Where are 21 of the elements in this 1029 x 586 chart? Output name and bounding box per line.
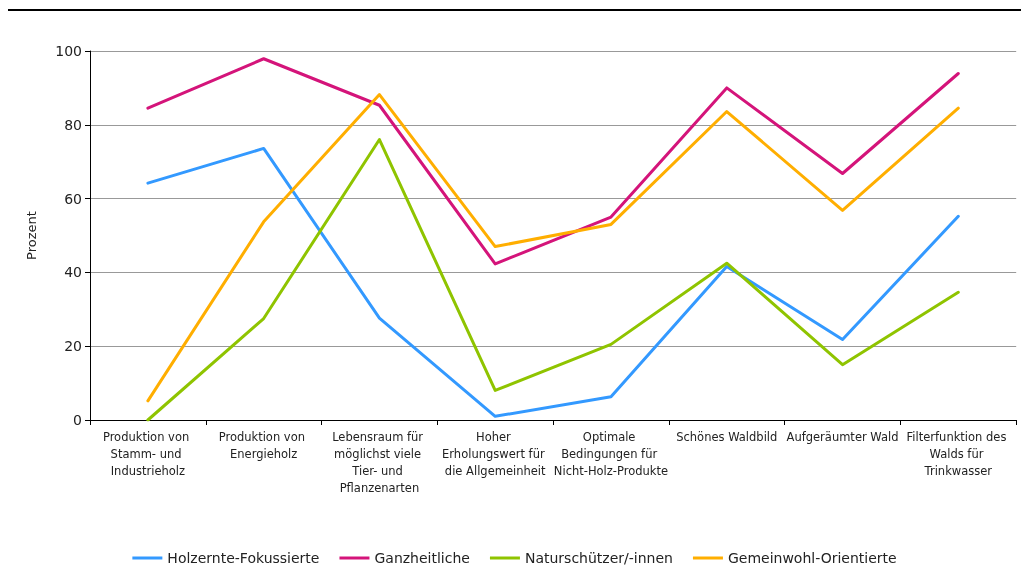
x-tick-label: Aufgeräumter Wald xyxy=(786,429,899,444)
legend-label: Ganzheitliche xyxy=(374,550,470,566)
y-axis-title: Prozent xyxy=(24,211,39,260)
x-tick-label: Optimale Bedingungen für Nicht-Holz-Produkte xyxy=(553,429,669,478)
x-tick-label: Produktion von Stamm- und Industrieholz xyxy=(102,429,193,478)
y-tick-label: 40 xyxy=(64,264,82,281)
y-tick-label: 100 xyxy=(55,43,82,59)
line-series xyxy=(146,57,960,266)
y-tick-label: 60 xyxy=(64,190,82,207)
line-series xyxy=(146,93,960,403)
y-tick-label: 80 xyxy=(64,116,82,133)
legend-label: Naturschützer/-innen xyxy=(524,550,673,566)
x-tick-label: Schönes Waldbild xyxy=(676,429,778,444)
legend-label: Gemeinwohl-Orientierte xyxy=(727,550,897,566)
y-tick-label: 0 xyxy=(73,412,82,428)
x-tick-label: Filterfunktion des Walds für Trinkwasser xyxy=(906,429,1011,478)
x-tick-label: Produktion von Energieholz xyxy=(218,429,309,461)
legend-label: Holzernte-Fokussierte xyxy=(167,550,320,566)
x-tick-label: Lebensraum für möglichst viele Tier- und Pflanzenarten xyxy=(332,429,427,495)
y-tick-label: 20 xyxy=(64,338,82,355)
x-tick-label: Hoher Erholungswert für die Allgemeinheit xyxy=(442,429,549,478)
